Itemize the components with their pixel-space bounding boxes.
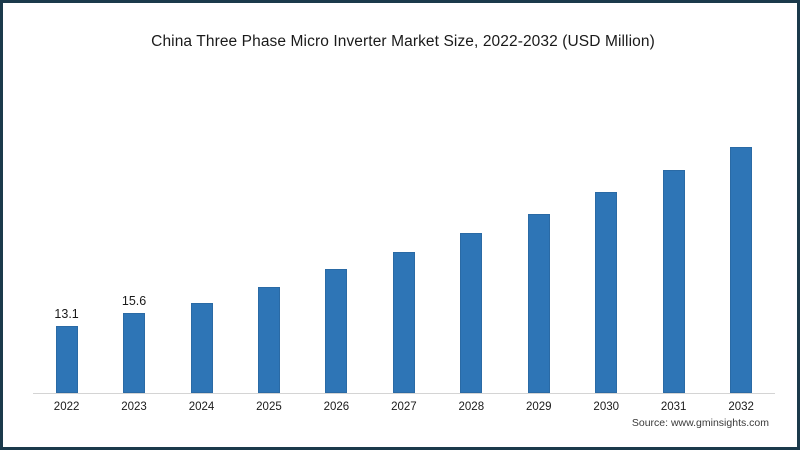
x-tick-label: 2030 bbox=[593, 401, 620, 413]
bar-group bbox=[708, 73, 775, 393]
x-tick-label: 2022 bbox=[53, 401, 80, 413]
bar[interactable] bbox=[730, 146, 753, 393]
chart-title: China Three Phase Micro Inverter Market … bbox=[151, 33, 655, 50]
x-tick-label: 2031 bbox=[660, 401, 687, 413]
bar[interactable] bbox=[257, 286, 280, 393]
bar[interactable] bbox=[392, 252, 415, 393]
x-tick-label: 2027 bbox=[391, 401, 417, 413]
x-tick-label: 2023 bbox=[121, 401, 147, 413]
bar[interactable] bbox=[190, 302, 213, 393]
source-attribution: Source: www.gminsights.com bbox=[631, 417, 769, 429]
x-tick-label: 2029 bbox=[525, 401, 552, 413]
bar[interactable] bbox=[662, 170, 685, 393]
figure-inner-border bbox=[6, 6, 797, 447]
bar-value-label: 13.1 bbox=[54, 306, 79, 321]
bar-group bbox=[505, 73, 572, 393]
bar-group: 15.6 bbox=[100, 73, 167, 393]
bar[interactable] bbox=[460, 233, 483, 393]
bar[interactable] bbox=[123, 313, 146, 393]
x-tick-label: 2024 bbox=[188, 401, 215, 413]
x-axis-line bbox=[33, 393, 775, 394]
bar[interactable] bbox=[55, 325, 78, 393]
bar-group bbox=[303, 73, 370, 393]
bar-group bbox=[168, 73, 235, 393]
bar[interactable] bbox=[527, 213, 550, 393]
bar-group bbox=[370, 73, 437, 393]
bar-group bbox=[573, 73, 640, 393]
x-tick-label: 2032 bbox=[728, 401, 754, 413]
x-tick-label: 2026 bbox=[323, 401, 350, 413]
bar-group bbox=[235, 73, 302, 393]
bar-group bbox=[438, 73, 505, 393]
bar-value-label: 15.6 bbox=[121, 294, 147, 309]
bar[interactable] bbox=[595, 192, 618, 393]
bar-group: 13.1 bbox=[33, 73, 100, 393]
bar-group bbox=[640, 73, 707, 393]
x-tick-label: 2025 bbox=[256, 401, 282, 413]
bar[interactable] bbox=[325, 269, 348, 393]
x-tick-label: 2028 bbox=[458, 401, 485, 413]
